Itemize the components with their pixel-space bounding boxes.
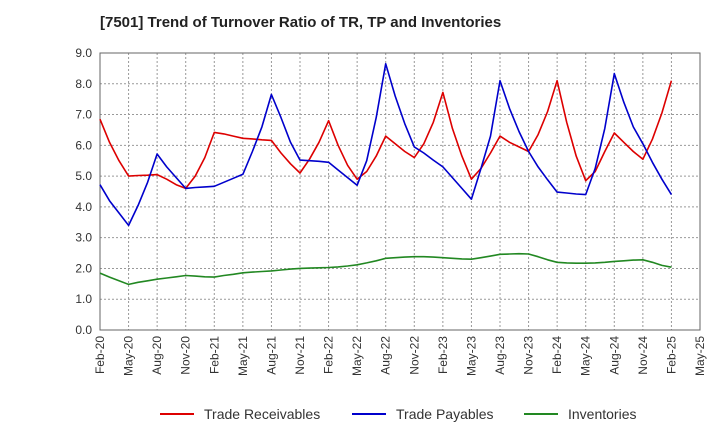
- series-line-trade-payables: [99, 62, 673, 227]
- legend-label: Trade Receivables: [204, 406, 320, 422]
- x-tick-label: Aug-23: [493, 336, 507, 375]
- y-tick-label: 8.0: [75, 77, 92, 91]
- y-tick-label: 0.0: [75, 323, 92, 337]
- x-tick-label: Nov-23: [522, 336, 536, 375]
- series-line-inventories: [99, 252, 672, 286]
- series-line-trade-receivables: [99, 79, 673, 190]
- x-tick-label: May-23: [464, 336, 478, 376]
- y-tick-label: 5.0: [75, 169, 92, 183]
- x-tick-label: Feb-23: [436, 336, 450, 374]
- x-tick-label: Aug-24: [607, 336, 621, 375]
- y-tick-label: 4.0: [75, 200, 92, 214]
- y-tick-label: 3.0: [75, 231, 92, 245]
- x-tick-label: May-25: [693, 336, 707, 376]
- x-tick-label: May-22: [350, 336, 364, 376]
- y-tick-label: 1.0: [75, 292, 92, 306]
- x-tick-label: Nov-21: [293, 336, 307, 375]
- y-tick-label: 6.0: [75, 138, 92, 152]
- x-tick-label: Feb-22: [322, 336, 336, 374]
- x-tick-label: Aug-22: [379, 336, 393, 375]
- x-tick-label: Feb-25: [664, 336, 678, 374]
- x-tick-label: May-21: [236, 336, 250, 376]
- x-tick-label: Nov-24: [636, 336, 650, 375]
- chart-title: [7501] Trend of Turnover Ratio of TR, TP…: [100, 14, 502, 31]
- y-tick-label: 9.0: [75, 46, 92, 60]
- x-tick-label: Aug-21: [264, 336, 278, 375]
- x-tick-label: May-24: [579, 336, 593, 376]
- x-tick-label: Feb-20: [93, 336, 107, 374]
- x-tick-label: May-20: [122, 336, 136, 376]
- plot-area-border: [99, 52, 701, 331]
- x-tick-label: Nov-20: [179, 336, 193, 375]
- x-tick-label: Feb-24: [550, 336, 564, 374]
- legend-label: Trade Payables: [396, 406, 494, 422]
- legend-label: Inventories: [568, 406, 636, 422]
- x-tick-label: Feb-21: [207, 336, 221, 374]
- x-tick-label: Nov-22: [407, 336, 421, 375]
- y-tick-label: 2.0: [75, 261, 92, 275]
- y-tick-label: 7.0: [75, 108, 92, 122]
- x-tick-label: Aug-20: [150, 336, 164, 375]
